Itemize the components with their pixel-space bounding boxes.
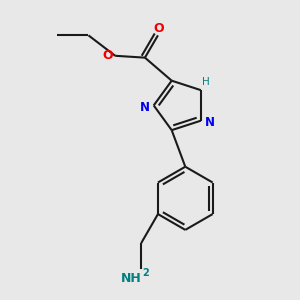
Text: NH: NH	[121, 272, 141, 285]
Text: O: O	[103, 49, 113, 62]
Text: O: O	[154, 22, 164, 35]
Text: H: H	[202, 77, 210, 87]
Text: N: N	[205, 116, 215, 129]
Text: N: N	[140, 101, 149, 114]
Text: 2: 2	[142, 268, 149, 278]
